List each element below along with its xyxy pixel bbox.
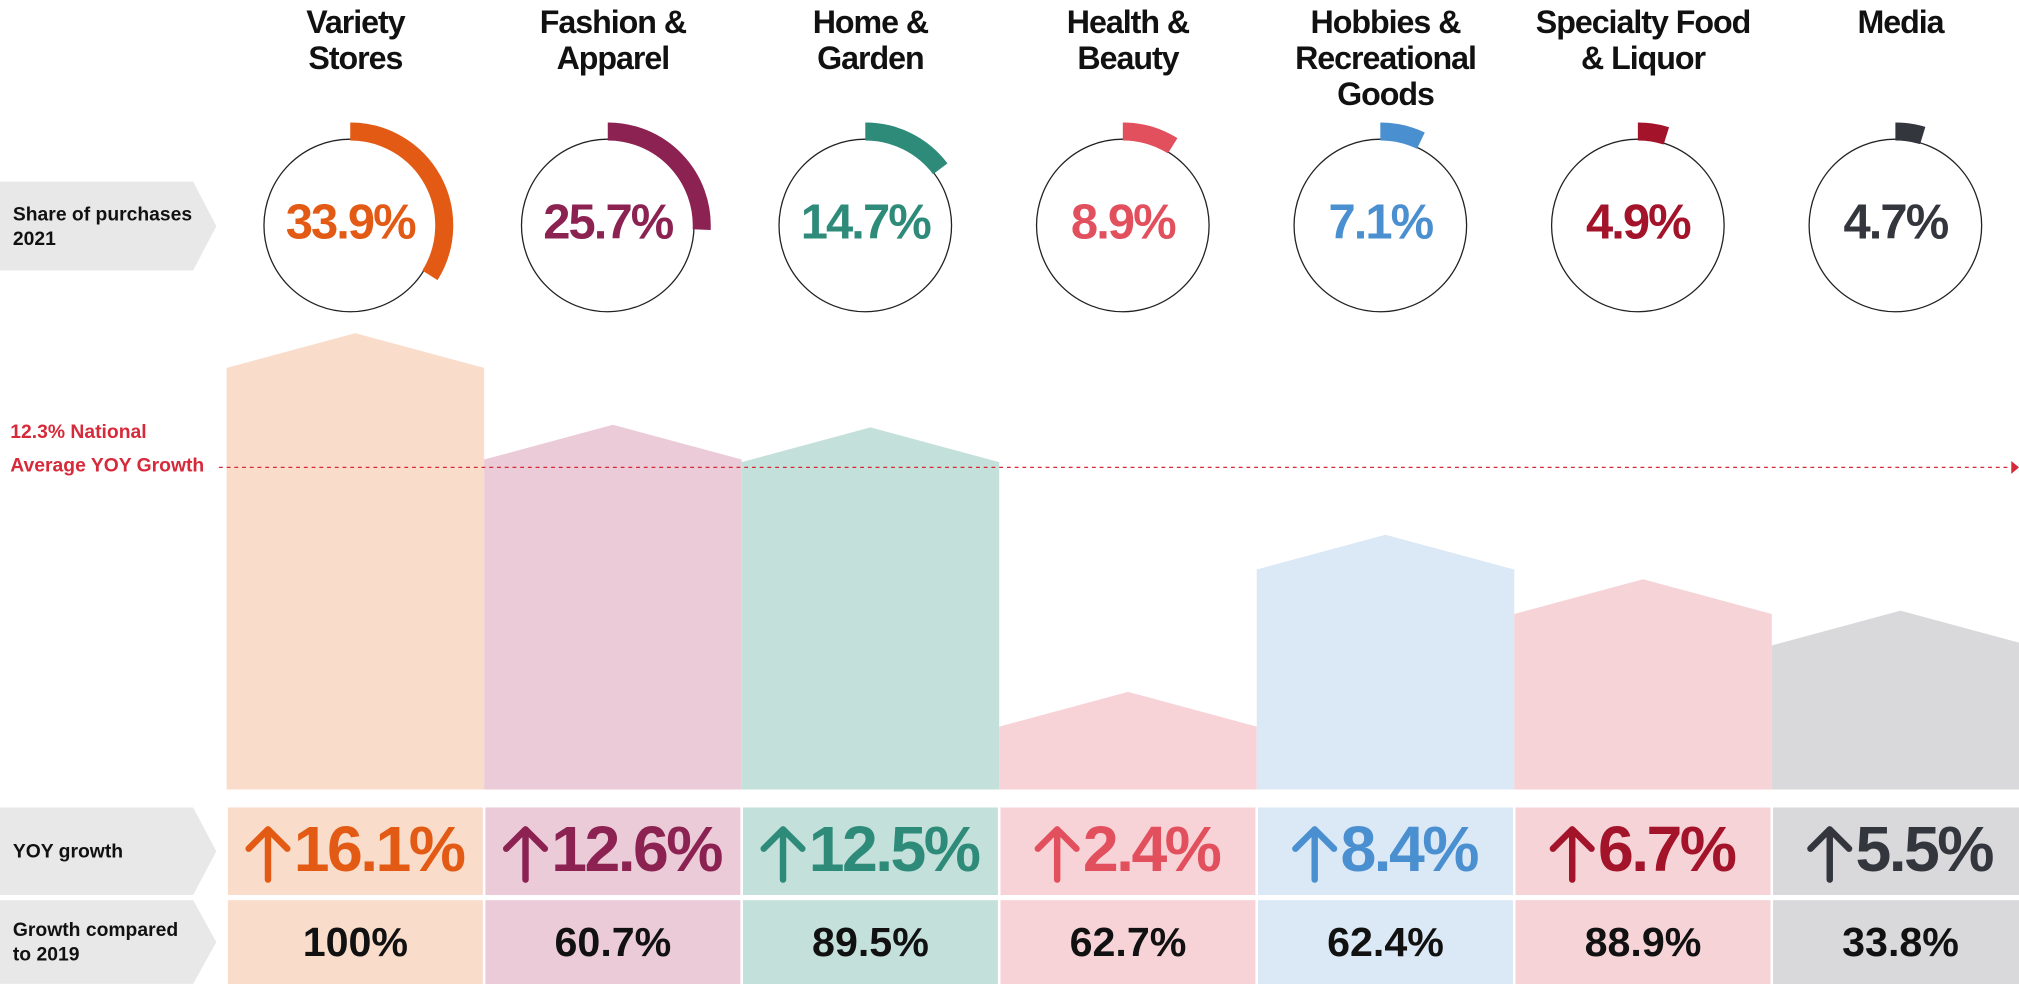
category-title: Beauty (1077, 40, 1179, 76)
yoy-label: 12.5% (809, 813, 980, 885)
growth-column (1771, 610, 2019, 790)
yoy-cell (1773, 807, 2019, 896)
up-arrow (245, 826, 291, 883)
category-title: Hobbies & (1311, 4, 1462, 40)
share-label: 14.7% (801, 195, 931, 249)
share-arc (350, 122, 454, 281)
share-arc (864, 122, 948, 175)
share-arc (1122, 122, 1178, 154)
category-title: Apparel (557, 40, 670, 76)
growth-column (1514, 579, 1772, 790)
growth-column (484, 424, 742, 790)
category-title: Health & (1067, 4, 1190, 40)
growth-2019-label: 88.9% (1585, 919, 1702, 965)
yoy-label: 6.7% (1598, 813, 1736, 885)
share-label: 4.7% (1844, 195, 1949, 249)
row-label: Share of purchases 2021 (12, 202, 193, 250)
growth-column (741, 427, 1000, 790)
growth-2019-label: 62.4% (1327, 919, 1444, 965)
yoy-cell (1515, 807, 1771, 896)
yoy-label: 8.4% (1340, 813, 1478, 885)
row-label-tag (0, 900, 217, 984)
share-label: 33.9% (286, 195, 416, 249)
category-title: Specialty Food (1536, 4, 1751, 40)
share-label: 25.7% (543, 195, 673, 249)
share-arc (1637, 122, 1670, 145)
growth-2019-cell (1000, 900, 1256, 984)
row-label-tag (0, 181, 217, 271)
row-label-box: YOY growth (12, 840, 124, 863)
yoy-cell (1258, 807, 1513, 896)
growth-column (1256, 534, 1515, 790)
reference-label: 12.3% National Average YOY Growth (10, 421, 205, 477)
growth-column (999, 691, 1257, 790)
up-arrow (1549, 826, 1595, 883)
yoy-label: 12.6% (551, 813, 722, 885)
reference-label-box: 12.3% National Average YOY Growth (10, 421, 205, 477)
row-label-box: Growth compared to 2019 (12, 918, 179, 966)
category-title: Recreational (1295, 40, 1476, 76)
growth-2019-cell (742, 900, 998, 984)
up-arrow (1292, 826, 1338, 883)
growth-2019-label: 62.7% (1070, 919, 1187, 965)
growth-2019-label: 100% (303, 919, 408, 965)
up-arrow (502, 826, 549, 883)
reference-arrow (2011, 460, 2019, 474)
share-arc (1380, 122, 1425, 149)
category-title: Media (1857, 4, 1945, 40)
share-arc (1895, 122, 1926, 145)
growth-column (226, 333, 485, 790)
share-arc (607, 122, 711, 230)
growth-2019-cell (1515, 900, 1771, 984)
yoy-cell (1000, 807, 1256, 896)
growth-2019-cell (485, 900, 741, 984)
yoy-label: 2.4% (1083, 813, 1221, 885)
share-label: 4.9% (1586, 195, 1691, 249)
share-label: 8.9% (1071, 195, 1176, 249)
category-title: Goods (1337, 76, 1434, 112)
up-arrow (1034, 826, 1080, 883)
growth-2019-cell (1773, 900, 2019, 984)
up-arrow (760, 826, 806, 883)
yoy-label: 5.5% (1855, 813, 1993, 885)
category-title: Fashion & (540, 4, 687, 40)
growth-2019-cell (1258, 900, 1513, 984)
row-label-tag (0, 807, 217, 896)
yoy-label: 16.1% (294, 813, 465, 885)
row-label-box: Share of purchases 2021 (12, 202, 193, 250)
growth-2019-cell (227, 900, 483, 984)
row-label: YOY growth (12, 840, 124, 863)
category-title: Stores (308, 40, 402, 76)
category-title: & Liquor (1581, 40, 1707, 76)
category-title: Home & (813, 4, 929, 40)
row-label: Growth compared to 2019 (12, 918, 179, 966)
category-title: Garden (817, 40, 924, 76)
growth-2019-label: 89.5% (812, 919, 929, 965)
growth-2019-label: 33.8% (1842, 919, 1959, 965)
growth-2019-label: 60.7% (555, 919, 672, 965)
up-arrow (1807, 826, 1853, 883)
share-label: 7.1% (1328, 195, 1433, 249)
category-title: Variety (306, 4, 406, 40)
